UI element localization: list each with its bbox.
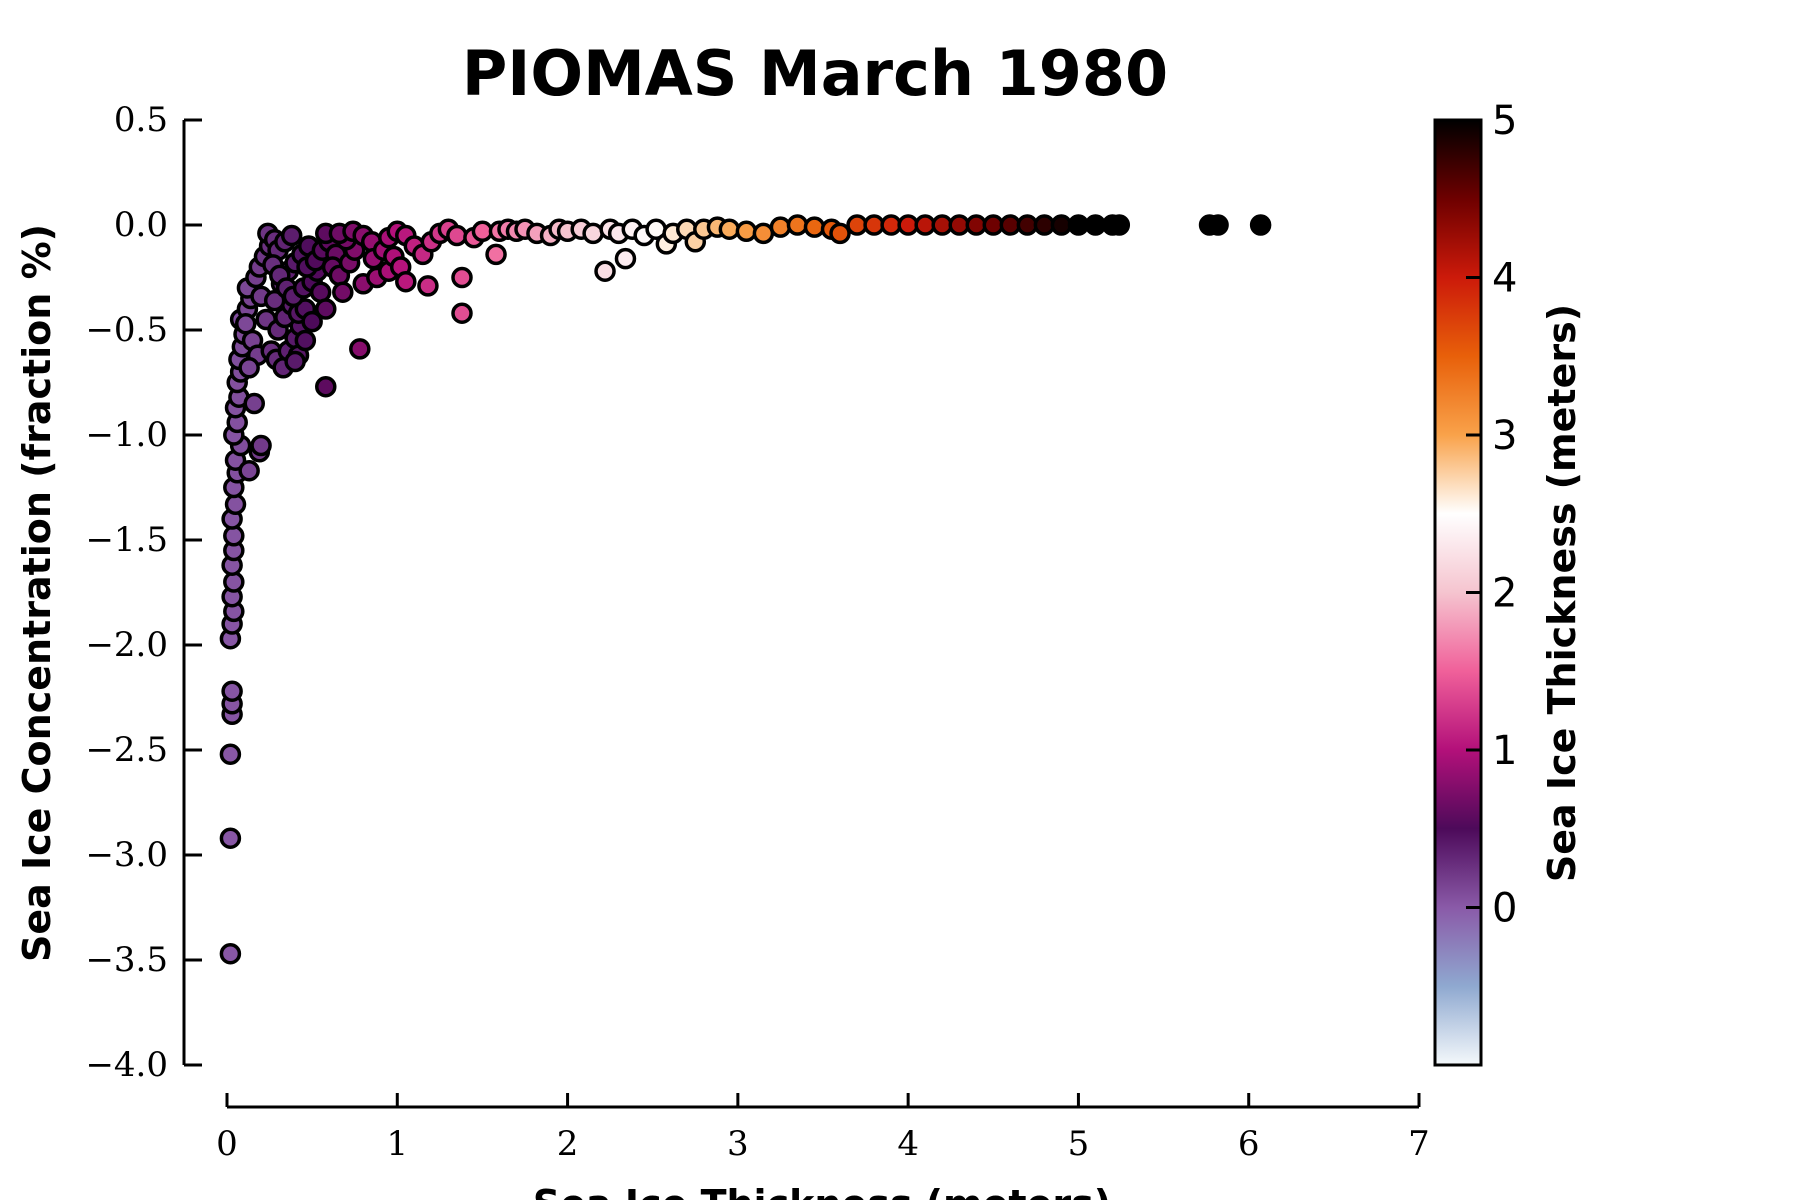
scatter-point <box>1207 214 1229 236</box>
scatter-point <box>594 260 616 282</box>
scatter-point <box>238 459 260 482</box>
scatter-point <box>1249 214 1272 236</box>
scatter-point <box>238 357 260 379</box>
scatter-point <box>280 224 303 247</box>
scatter-point <box>349 338 371 360</box>
chart-title: PIOMAS March 1980 <box>462 37 1168 110</box>
scatter-point <box>786 214 809 236</box>
x-tick-label: 2 <box>557 1124 579 1164</box>
scatter-point <box>446 224 468 247</box>
y-tick-label: 0.5 <box>114 100 168 140</box>
y-tick-label: −3.0 <box>85 835 168 875</box>
x-tick-label: 5 <box>1068 1124 1090 1164</box>
scatter-point <box>219 743 242 765</box>
scatter-point <box>803 216 826 238</box>
x-axis-label: Sea Ice Thickness (meters) <box>533 1182 1111 1200</box>
scatter-point <box>219 827 242 849</box>
x-tick-label: 3 <box>727 1124 749 1164</box>
scatter-point <box>451 302 473 324</box>
y-axis: 0.5 0.0 −0.5 −1.0 −1.5 −2.0 −2.5 −3.0 −3.5 −4.0 <box>85 100 202 1085</box>
y-axis-label: Sea Ice Concentration (fraction %) <box>15 224 59 962</box>
colorbar-tick-label: 4 <box>1492 256 1517 302</box>
y-tick-label: −2.0 <box>85 625 168 665</box>
scatter-point <box>417 275 439 297</box>
scatter-point <box>614 247 637 270</box>
x-tick-label: 1 <box>386 1124 408 1164</box>
scatter-point <box>395 270 417 293</box>
y-tick-label: −2.5 <box>85 730 168 770</box>
scatter-point <box>451 266 473 289</box>
x-tick-label: 0 <box>216 1124 238 1164</box>
y-tick-label: −4.0 <box>85 1045 168 1085</box>
scatter-points <box>219 214 1272 965</box>
scatter-point <box>769 216 792 238</box>
y-tick-label: −3.5 <box>85 940 168 980</box>
colorbar-tick-label: 5 <box>1492 98 1517 144</box>
x-tick-label: 4 <box>897 1124 919 1164</box>
scatter-point <box>735 220 758 243</box>
scatter-point <box>294 329 317 352</box>
scatter-point <box>284 350 306 373</box>
x-tick-label: 7 <box>1408 1124 1430 1164</box>
scatter-point <box>829 222 851 245</box>
scatter-point <box>315 375 337 398</box>
y-tick-label: −1.5 <box>85 520 168 560</box>
scatter-point <box>332 281 354 303</box>
scatter-point <box>301 310 323 333</box>
y-tick-label: 0.0 <box>114 205 168 245</box>
y-tick-label: −1.0 <box>85 415 168 455</box>
x-axis: 0 1 2 3 4 5 6 7 <box>216 1093 1430 1164</box>
y-tick-label: −0.5 <box>85 310 168 350</box>
x-tick-label: 6 <box>1238 1124 1260 1164</box>
scatter-point <box>315 298 337 320</box>
scatter-point <box>250 434 272 457</box>
scatter-point <box>485 243 507 266</box>
colorbar-tick-label: 2 <box>1492 571 1517 617</box>
scatter-point <box>243 392 265 415</box>
colorbar-tick-label: 1 <box>1492 728 1517 774</box>
scatter-point <box>221 680 243 702</box>
scatter-point <box>219 942 242 965</box>
colorbar-ticks: 0 1 2 3 4 5 <box>1466 98 1517 932</box>
colorbar-tick-label: 3 <box>1492 413 1517 459</box>
colorbar-tick-label: 0 <box>1492 886 1517 932</box>
scatter-point <box>1108 214 1131 236</box>
colorbar-label: Sea Ice Thickness (meters) <box>1540 304 1584 882</box>
scatter-point <box>582 222 604 245</box>
scatter-point <box>718 218 741 240</box>
colorbar: 0 1 2 3 4 5 Sea Ice Thickness (meters) <box>1433 98 1584 1067</box>
